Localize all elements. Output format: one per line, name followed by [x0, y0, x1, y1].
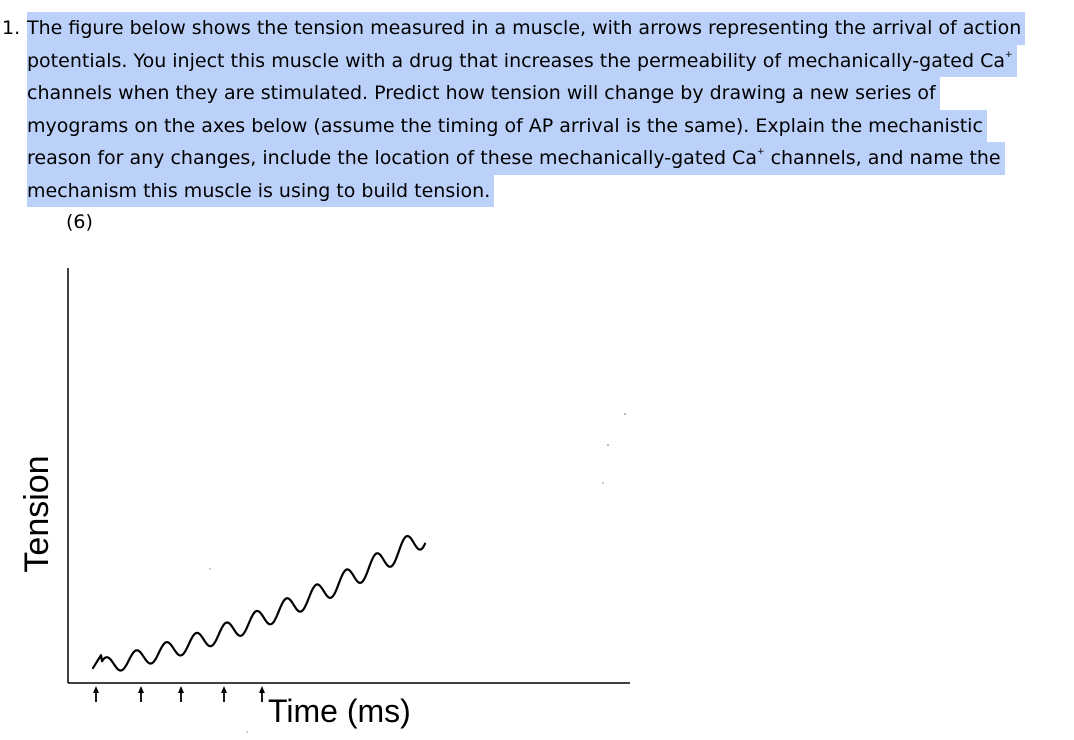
question-line-2[interactable]: potentials. You inject this muscle with …	[27, 44, 1017, 77]
question-line-5-text: reason for any changes, include the loca…	[27, 147, 757, 169]
question-line-6[interactable]: mechanism this muscle is using to build …	[27, 174, 495, 207]
speck	[602, 482, 604, 484]
tension-trace	[91, 534, 427, 672]
ap-arrow	[138, 686, 144, 702]
ap-arrow	[93, 686, 99, 702]
ap-arrows	[93, 686, 265, 702]
speck	[246, 731, 248, 733]
speck	[624, 413, 626, 415]
question-line-2-text: potentials. You inject this muscle with …	[27, 49, 1005, 72]
speck	[209, 568, 211, 570]
myogram-figure: Tension Time (ms)	[0, 240, 640, 736]
question-line-5[interactable]: reason for any changes, include the loca…	[27, 142, 1005, 175]
ap-arrow	[178, 686, 184, 702]
question-text: The figure below shows the tension measu…	[27, 12, 1067, 207]
superscript-plus: +	[756, 147, 765, 157]
y-axis-label: Tension	[18, 455, 56, 572]
question-line-5-tail: channels, and name the	[764, 147, 1001, 169]
question-line-1[interactable]: The figure below shows the tension measu…	[27, 12, 1026, 45]
superscript-plus: +	[1005, 49, 1013, 60]
myogram-chart: Tension Time (ms)	[18, 268, 630, 733]
question-line-3[interactable]: channels when they are stimulated. Predi…	[27, 77, 940, 110]
speck	[607, 444, 609, 446]
ap-arrow	[259, 686, 265, 702]
x-axis-label: Time (ms)	[268, 693, 411, 729]
ap-arrow	[221, 686, 227, 702]
question-number: 1.	[2, 17, 21, 39]
point-value: (6)	[66, 211, 93, 233]
question-line-4[interactable]: myograms on the axes below (assume the t…	[27, 109, 987, 142]
